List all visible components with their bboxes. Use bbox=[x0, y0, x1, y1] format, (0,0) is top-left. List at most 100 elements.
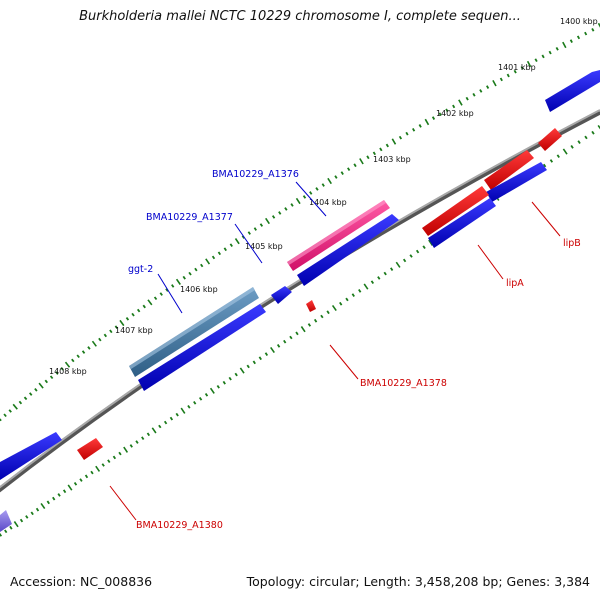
scale-tick bbox=[76, 354, 80, 359]
scale-tick bbox=[359, 158, 364, 165]
scale-tick bbox=[377, 276, 381, 280]
scale-tick bbox=[44, 379, 49, 384]
scale-tick bbox=[556, 154, 560, 159]
cds-arrow[interactable] bbox=[545, 70, 600, 112]
scale-tick bbox=[87, 346, 91, 350]
scale-tick bbox=[591, 27, 595, 32]
scale-tick bbox=[506, 73, 510, 78]
scale-tick bbox=[331, 304, 337, 312]
scale-tick bbox=[217, 251, 222, 256]
scale-tick bbox=[295, 197, 301, 205]
scale-tick bbox=[591, 130, 595, 135]
scale-tick bbox=[13, 521, 19, 528]
gene-label-bma10229-a1377[interactable]: BMA10229_A1377 bbox=[146, 212, 233, 223]
scale-tick bbox=[385, 143, 389, 148]
scale-tick bbox=[513, 69, 517, 74]
scale-tick bbox=[320, 314, 324, 319]
cds-arrow-lipb[interactable] bbox=[484, 150, 534, 190]
scale-tick bbox=[253, 227, 257, 231]
cds-arrow-lipa-blue[interactable] bbox=[428, 198, 496, 248]
scale-tick bbox=[40, 502, 46, 510]
scale-tick bbox=[264, 352, 269, 356]
scale-tick bbox=[147, 299, 153, 306]
scale-tick bbox=[542, 163, 547, 168]
scale-tick bbox=[216, 384, 220, 389]
scale-tick bbox=[23, 396, 28, 401]
scale-tick bbox=[395, 261, 401, 268]
gene-label-bma10229-a1378[interactable]: BMA10229_A1378 bbox=[360, 378, 447, 389]
cds-arrow-ggt-2-highlight[interactable] bbox=[129, 287, 259, 377]
scale-tick bbox=[187, 404, 191, 409]
scale-tick bbox=[57, 493, 61, 497]
scale-tick bbox=[182, 275, 186, 280]
forward-features bbox=[0, 70, 600, 480]
scale-tick bbox=[415, 249, 420, 254]
scale-tick bbox=[131, 312, 135, 317]
gene-label-bma10229-a1380[interactable]: BMA10229_A1380 bbox=[136, 520, 223, 531]
scale-tick bbox=[234, 372, 238, 377]
gene-label-lipa[interactable]: lipA bbox=[506, 278, 524, 289]
scale-tick bbox=[526, 60, 532, 68]
cds-arrow-ggt-2[interactable] bbox=[138, 304, 266, 391]
scale-label-1403: 1403 kbp bbox=[373, 155, 411, 164]
scale-tick bbox=[597, 22, 600, 28]
cds-arrow-bma10229-a1378[interactable] bbox=[306, 300, 316, 312]
scale-tick bbox=[241, 235, 245, 239]
scale-tick bbox=[492, 80, 497, 87]
scale-tick bbox=[247, 231, 251, 235]
cds-arrow[interactable] bbox=[538, 128, 562, 151]
scale-tick bbox=[313, 318, 318, 323]
cds-arrow-lipa[interactable] bbox=[422, 186, 489, 236]
cds-arrow-bma10229-a1380[interactable] bbox=[77, 438, 103, 460]
gene-label-ggt-2[interactable]: ggt-2 bbox=[128, 264, 153, 275]
scale-tick bbox=[151, 427, 157, 434]
scale-tick bbox=[194, 267, 198, 272]
scale-tick bbox=[0, 418, 2, 422]
scale-tick bbox=[458, 99, 463, 106]
scale-tick bbox=[60, 367, 64, 371]
scale-label-1402: 1402 kbp bbox=[436, 109, 474, 118]
scale-ticks-outer bbox=[0, 22, 600, 422]
scale-tick bbox=[107, 459, 111, 464]
scale-tick bbox=[383, 271, 387, 276]
gene-label-bma10229-a1376[interactable]: BMA10229_A1376 bbox=[212, 169, 299, 180]
scale-tick bbox=[270, 346, 275, 354]
scale-tick bbox=[46, 500, 50, 505]
scale-tick bbox=[278, 211, 282, 215]
scale-tick bbox=[309, 191, 313, 195]
cds-arrow-bma10229-a1376[interactable] bbox=[297, 214, 399, 286]
cds-arrow-lipb-blue[interactable] bbox=[486, 162, 547, 202]
scale-tick bbox=[379, 147, 383, 152]
scale-tick bbox=[438, 112, 442, 117]
scale-tick bbox=[418, 124, 422, 128]
scale-tick bbox=[366, 155, 370, 160]
gene-label-lipb[interactable]: lipB bbox=[563, 238, 581, 249]
scale-tick bbox=[570, 145, 574, 149]
scale-tick bbox=[246, 364, 250, 369]
scale-tick bbox=[223, 247, 227, 252]
scale-tick bbox=[424, 118, 430, 126]
scale-label-1407: 1407 kbp bbox=[115, 326, 153, 335]
scale-tick bbox=[307, 323, 312, 327]
scale-tick bbox=[211, 255, 216, 260]
scale-tick bbox=[284, 207, 288, 211]
scale-tick bbox=[326, 310, 330, 315]
scale-tick bbox=[412, 127, 416, 132]
scale-tick bbox=[146, 432, 151, 437]
scale-tick bbox=[119, 319, 125, 327]
scale-tick bbox=[193, 400, 197, 405]
scale-tick bbox=[0, 533, 3, 537]
scale-tick bbox=[398, 135, 403, 140]
cds-arrow-bma10229-a1376-highlight[interactable] bbox=[287, 200, 390, 271]
cds-arrow-purple[interactable] bbox=[0, 510, 12, 532]
scale-tick bbox=[339, 301, 343, 306]
scale-tick bbox=[28, 392, 33, 396]
scale-tick bbox=[84, 474, 89, 479]
cds-arrow-bma10229-a1377[interactable] bbox=[271, 286, 292, 304]
scale-tick bbox=[55, 371, 59, 375]
cds-arrow[interactable] bbox=[0, 432, 62, 480]
scale-tick bbox=[347, 167, 351, 171]
scale-tick bbox=[123, 446, 129, 453]
scale-tick bbox=[141, 436, 145, 441]
